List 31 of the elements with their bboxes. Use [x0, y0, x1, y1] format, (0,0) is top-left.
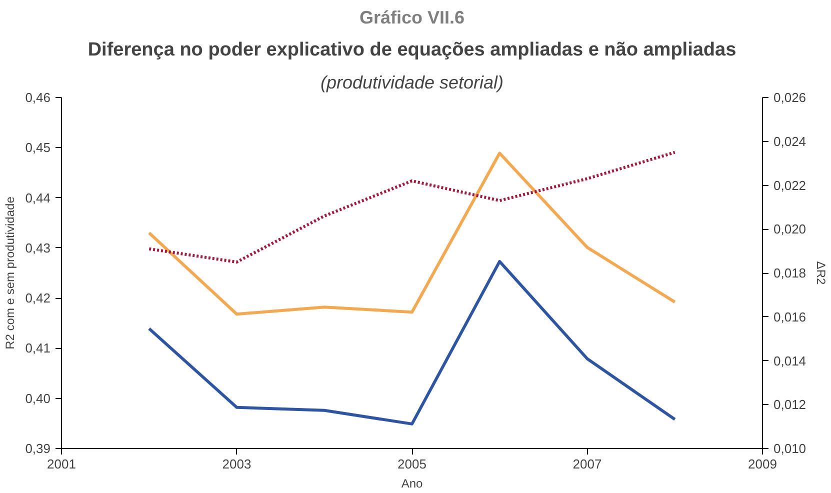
chart-subtitle: (produtividade setorial)	[320, 72, 504, 92]
y2-tick-label: 0,012	[774, 397, 806, 412]
y2-tick-label: 0,014	[774, 353, 806, 368]
x-tick-label: 2003	[222, 456, 252, 472]
y-tick-label: 0,44	[25, 190, 51, 206]
x-tick-label: 2005	[398, 456, 426, 472]
line-series	[148, 150, 676, 264]
y-tick-label: 0,45	[25, 140, 51, 156]
y2-tick-label: 0,024	[774, 134, 806, 149]
x-tick-label: 2001	[47, 456, 76, 472]
x-axis-title: Ano	[401, 476, 423, 490]
y-axis-title: R2 com e sem produtividade	[3, 196, 18, 350]
line-series	[148, 152, 676, 316]
chart-title: Diferença no poder explicativo de equações ampliadas e não ampliadas	[88, 40, 736, 60]
y-tick-label: 0,39	[25, 441, 51, 456]
y-tick-label: 0,40	[25, 390, 51, 406]
y2-tick-label: 0,022	[774, 178, 806, 193]
y-tick-label: 0,46	[25, 90, 51, 105]
line-series	[148, 260, 676, 426]
y2-tick-label: 0,016	[774, 309, 806, 324]
y2-axis-title: ΔR2	[814, 261, 828, 286]
x-tick-label: 2009	[748, 456, 777, 472]
y2-tick-label: 0,018	[774, 266, 806, 280]
y2-tick-label: 0,020	[774, 222, 806, 237]
x-tick-label: 2007	[572, 456, 602, 472]
y2-tick-label: 0,026	[774, 90, 806, 105]
y-tick-label: 0,41	[25, 340, 51, 356]
y2-tick-label: 0,010	[774, 441, 806, 456]
y-tick-label: 0,42	[25, 290, 51, 306]
text: Gráfico VII.6	[359, 8, 465, 28]
y-tick-label: 0,43	[25, 240, 51, 256]
